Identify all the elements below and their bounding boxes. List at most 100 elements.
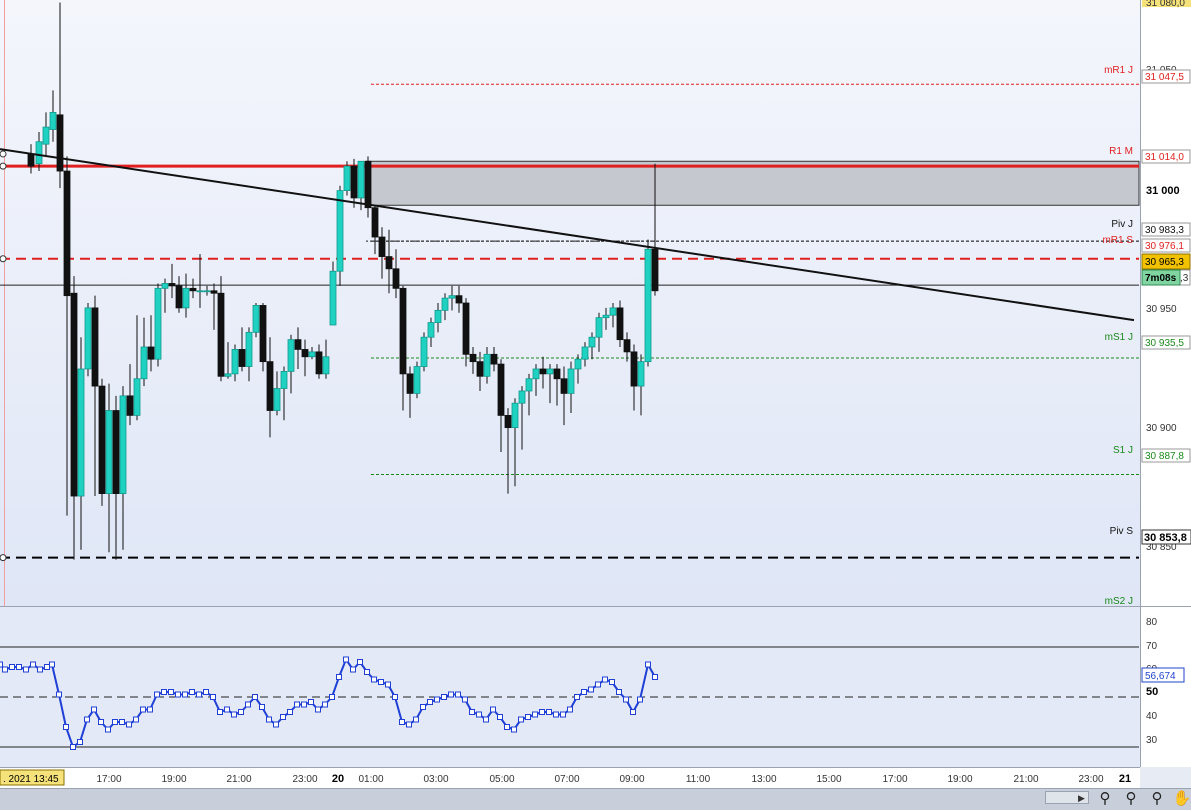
candle [287,339,295,372]
time-tick-2300: 23:00 [292,774,317,785]
zoom-out-icon[interactable]: ⚲ [1125,790,1137,807]
oscillator-point [637,696,643,703]
zoom-in-icon[interactable]: ⚲ [1151,790,1163,807]
candle [525,378,533,392]
scroll-right-icon[interactable]: ▶ [1078,793,1085,803]
candle [651,248,659,292]
mr1s-marker [0,255,7,263]
oscillator-point [98,719,104,725]
resistance-zone [365,160,1140,206]
time-start-label: . 2021 13:45 [3,774,59,785]
time-tick-0500: 05:00 [489,774,514,785]
candle [602,314,610,319]
osc-tick-30: 30 [1146,735,1158,746]
price-tick-30900: 30 900 [1146,423,1177,434]
oscillator-point [574,694,580,700]
oscillator-point [301,701,307,708]
candle [70,292,78,497]
level-name-ms2j: mS2 J [1105,596,1133,607]
time-tick-1100: 11:00 [686,774,711,785]
candle [245,331,253,367]
candle [560,378,568,394]
candle [378,236,386,257]
osc-tick-80: 80 [1146,617,1158,628]
oscillator-point [532,711,538,718]
oscillator-point [30,661,36,668]
oscillator-point [434,696,440,703]
bottom-toolbar [0,788,1191,810]
candle [532,368,540,380]
candle [98,385,106,494]
time-tick-day21: 21 [1119,773,1131,785]
candle [161,283,169,289]
crosshair-zoom-icon[interactable]: ⚲ [1099,790,1111,807]
top-price-label: 31 080,0 [1146,0,1185,9]
candle [196,290,204,293]
candle [147,346,155,360]
level-name-mr1s: mR1 S [1102,235,1133,246]
osc-tick-40: 40 [1146,711,1158,722]
oscillator-point [567,706,573,713]
level-value-ms1j: 30 935,5 [1145,338,1184,349]
candle [49,112,57,130]
oscillator-point [504,724,510,730]
oscillator-point [588,686,594,693]
oscillator-point [336,674,342,680]
oscillator-point [469,709,475,715]
time-scrollbar[interactable] [1045,791,1089,804]
candle [574,358,582,370]
oscillator-point [364,669,370,675]
time-tick-2300b: 23:00 [1078,774,1103,785]
price-axis-bg [1140,0,1191,767]
candle [518,390,526,404]
candle [203,290,211,293]
candle [476,361,484,377]
candle [504,415,512,429]
candle [371,207,379,238]
oscillator-point [581,689,587,695]
hand-tool-icon[interactable]: ✋ [1172,790,1191,807]
oscillator-point [455,691,461,698]
oscillator-point [392,694,398,700]
oscillator-point [147,706,153,713]
candle [168,283,176,287]
candle [343,165,351,191]
oscillator-point [0,661,3,668]
oscillator-point [539,709,545,715]
oscillator-point [448,691,454,698]
candle [434,309,442,323]
time-tick-0100: 01:00 [358,774,383,785]
oscillator-point [343,656,349,663]
candle [364,160,372,209]
candle [455,295,463,304]
osc-tick-70: 70 [1146,641,1158,652]
candle [413,366,421,394]
level-name-ms1j: mS1 J [1105,332,1133,343]
candle [266,361,274,411]
oscillator-point [490,706,496,713]
candle [399,287,407,375]
candle [273,388,281,411]
candle [119,395,127,494]
oscillator-point [238,709,244,715]
candle [609,307,617,316]
level-tag-bg-pivs [1141,529,1191,545]
candle [497,363,505,416]
candle [133,378,141,416]
oscillator-point [497,714,503,720]
candle [322,356,330,375]
candle [315,351,323,375]
oscillator-point [252,694,258,700]
candle [189,287,197,292]
time-tick-1900b: 19:00 [947,774,972,785]
oscillator-point [420,704,426,710]
candle [105,410,113,494]
oscillator-point [357,659,363,665]
oscillator-point [273,721,279,728]
oscillator-point [609,679,615,685]
oscillator-panel-bg [0,607,1140,767]
osc-tick-50: 50 [1146,686,1158,698]
oscillator-point [119,719,125,725]
oscillator-point [623,696,629,703]
